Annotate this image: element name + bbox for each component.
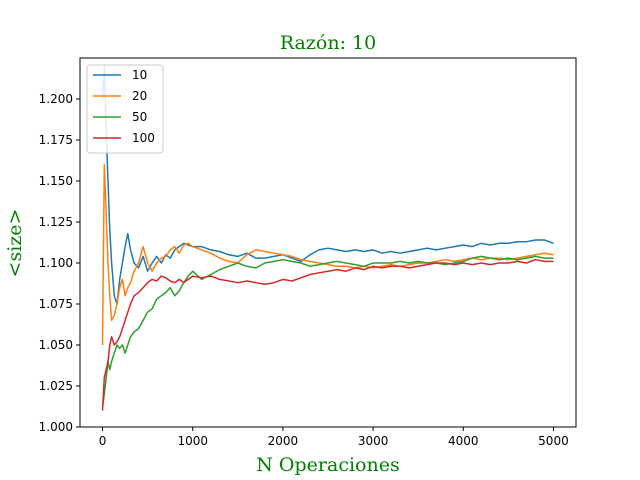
- x-tick-label: 4000: [448, 434, 479, 448]
- x-tick-label: 5000: [538, 434, 569, 448]
- y-tick-label: 1.175: [39, 133, 73, 147]
- legend-label-50: 50: [132, 110, 147, 124]
- series-line-20: [101, 163, 554, 346]
- legend-label-100: 100: [132, 131, 155, 145]
- y-tick-label: 1.025: [39, 379, 73, 393]
- chart-title: Razón: 10: [280, 32, 376, 54]
- legend-items: 10 20 50 100: [93, 68, 155, 145]
- series-line-100: [101, 258, 554, 411]
- legend-label-10: 10: [132, 68, 147, 82]
- y-tick-label: 1.050: [39, 338, 73, 352]
- x-tick-label: 2000: [268, 434, 299, 448]
- y-axis-ticks: 1.000 1.025 1.050 1.075 1.100 1.125 1.150 1.175…: [39, 92, 80, 434]
- x-axis-label: N Operaciones: [256, 454, 399, 476]
- legend: 10 20 50 100: [86, 64, 164, 154]
- y-tick-label: 1.150: [39, 174, 73, 188]
- y-tick-label: 1.075: [39, 297, 73, 311]
- plot-frame: [79, 57, 577, 428]
- series-layer: [101, 65, 554, 411]
- legend-label-20: 20: [132, 89, 147, 103]
- y-tick-label: 1.125: [39, 215, 73, 229]
- x-tick-label: 3000: [358, 434, 389, 448]
- legend-frame: [86, 64, 164, 154]
- y-tick-label: 1.100: [39, 256, 73, 270]
- x-tick-label: 0: [99, 434, 107, 448]
- x-axis-ticks: 0 1000 2000 3000 4000 5000: [99, 427, 569, 448]
- y-axis-label: <size>: [4, 209, 26, 278]
- series-line-50: [101, 255, 554, 408]
- x-tick-label: 1000: [177, 434, 208, 448]
- y-tick-label: 1.000: [39, 420, 73, 434]
- y-tick-label: 1.200: [39, 92, 73, 106]
- series-line-10: [101, 65, 554, 305]
